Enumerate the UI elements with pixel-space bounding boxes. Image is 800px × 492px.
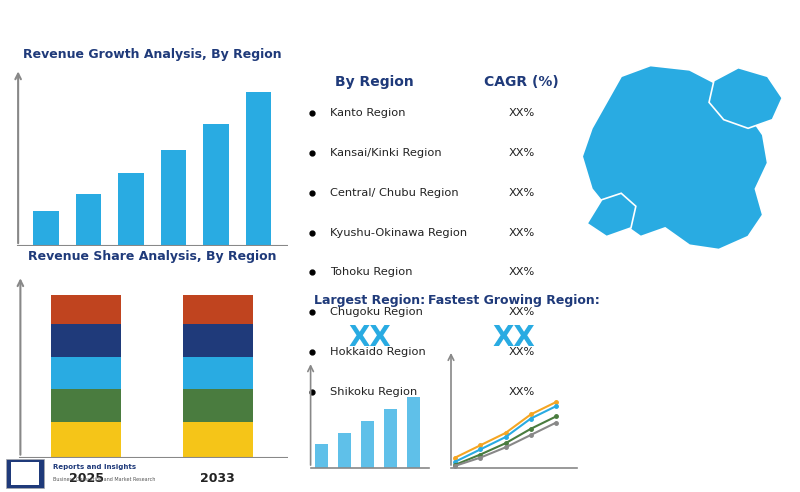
Bar [182, 357, 253, 389]
Bar [51, 357, 122, 389]
Text: Fastest Growing Region:: Fastest Growing Region: [428, 294, 600, 307]
Bar [182, 295, 253, 324]
Bar [407, 397, 420, 468]
Polygon shape [582, 65, 768, 249]
Title: Revenue Growth Analysis, By Region: Revenue Growth Analysis, By Region [22, 48, 282, 62]
Text: Hokkaido Region: Hokkaido Region [330, 347, 426, 357]
Text: Reports and Insights: Reports and Insights [54, 463, 137, 469]
Bar [182, 389, 253, 422]
Text: XX%: XX% [509, 108, 534, 118]
Bar [246, 92, 271, 246]
Text: 2025: 2025 [69, 472, 104, 485]
Bar [11, 462, 39, 485]
Text: Business Consulting and Market Research: Business Consulting and Market Research [54, 477, 156, 483]
Bar [51, 295, 122, 324]
Title: Revenue Share Analysis, By Region: Revenue Share Analysis, By Region [28, 250, 276, 263]
Text: XX: XX [493, 324, 535, 352]
Text: XX: XX [349, 324, 391, 352]
Bar [182, 324, 253, 357]
Text: CAGR (%): CAGR (%) [484, 75, 559, 90]
Bar [6, 459, 45, 488]
Polygon shape [587, 193, 636, 237]
Bar [161, 150, 186, 246]
Text: XX%: XX% [509, 148, 534, 158]
Text: Largest Region:: Largest Region: [314, 294, 426, 307]
Text: XX%: XX% [509, 227, 534, 238]
Bar [51, 389, 122, 422]
Text: Kyushu-Okinawa Region: Kyushu-Okinawa Region [330, 227, 466, 238]
Bar [182, 422, 253, 458]
Polygon shape [709, 68, 782, 128]
Bar [203, 124, 229, 246]
Text: Shikoku Region: Shikoku Region [330, 387, 417, 397]
Text: XX%: XX% [509, 347, 534, 357]
Bar [314, 444, 328, 468]
Bar [338, 432, 351, 468]
Text: XX%: XX% [509, 387, 534, 397]
Bar [51, 324, 122, 357]
Bar [384, 409, 397, 468]
Bar [361, 421, 374, 468]
Text: JAPAN AIRCRAFT TIRE MARKET REGIONAL LEVEL ANALYSIS: JAPAN AIRCRAFT TIRE MARKET REGIONAL LEVE… [10, 21, 599, 38]
Text: Central/ Chubu Region: Central/ Chubu Region [330, 188, 458, 198]
Bar [33, 211, 58, 246]
Text: XX%: XX% [509, 267, 534, 277]
Text: XX%: XX% [509, 188, 534, 198]
Bar [51, 422, 122, 458]
Bar [118, 173, 143, 246]
Text: By Region: By Region [334, 75, 414, 90]
Text: XX%: XX% [509, 307, 534, 317]
Text: Kansai/Kinki Region: Kansai/Kinki Region [330, 148, 442, 158]
Text: Kanto Region: Kanto Region [330, 108, 405, 118]
Bar [75, 194, 101, 246]
Text: 2033: 2033 [201, 472, 235, 485]
Text: Chugoku Region: Chugoku Region [330, 307, 422, 317]
Text: Tohoku Region: Tohoku Region [330, 267, 412, 277]
